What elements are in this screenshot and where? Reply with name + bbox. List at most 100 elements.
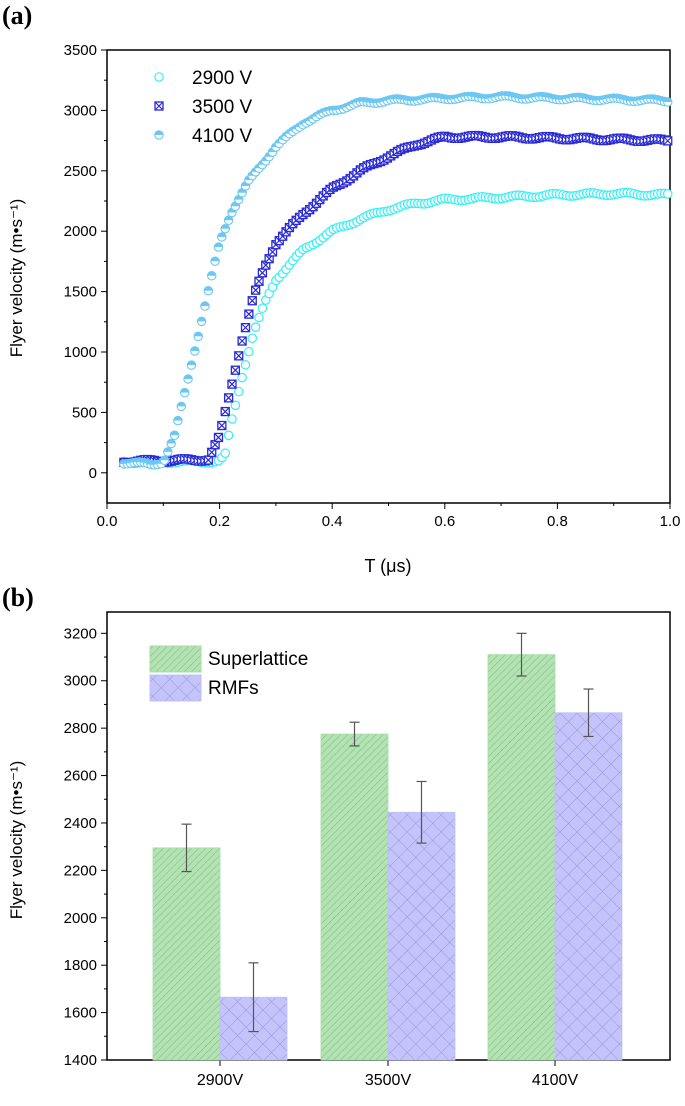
data-point [240,360,251,370]
data-point [166,438,176,449]
data-point-cross [214,433,223,442]
data-point-fill [180,388,189,393]
data-point [196,316,207,327]
data-point [217,232,227,242]
bar-superlattice-3500V [320,733,389,1061]
data-point-fill [214,242,223,248]
data-point-cross [203,455,213,465]
data-point-fill [163,447,173,452]
bar-rmfs-4100V [554,712,623,1061]
data-point-cross [257,268,267,278]
data-point [247,333,258,344]
legend-item: 2900 V [154,68,253,89]
data-point [217,420,227,431]
y-tick-label: 1400 [64,1052,97,1069]
data-point [230,365,241,375]
data-point [227,414,237,424]
data-point [234,351,244,361]
data-point [237,336,247,346]
data-point [237,372,247,383]
data-point [244,309,254,319]
data-point [662,189,673,199]
x-tick-label: 1.0 [660,513,681,530]
y-tick-label: 3200 [64,625,97,642]
data-point [257,268,268,278]
x-tick-label: 0.2 [209,513,230,530]
data-point-fill [187,360,196,366]
legend-item: 4100 V [154,126,253,147]
x-tick-label: 3500V [365,1072,412,1089]
data-point [207,447,217,457]
data-point-fill [210,256,220,262]
data-point-fill [194,332,203,337]
data-point-fill [663,97,672,103]
error-bar [583,688,594,738]
legend-label: 2900 V [192,68,253,89]
y-tick-label: 1000 [64,344,97,361]
panel-b-ylabel: Flyer velocity (m•s⁻¹) [7,761,26,919]
data-point-fill [160,456,169,461]
data-point-cross [227,379,237,389]
data-point [200,301,210,311]
data-point-cross [241,323,250,333]
x-tick-label: 4100V [532,1072,579,1089]
legend-item: 3500 V [154,97,253,118]
data-point [240,322,251,333]
y-tick-label: 2200 [64,862,97,879]
data-point [244,346,254,357]
data-point-cross [207,447,217,457]
data-point [173,415,183,426]
x-tick-label: 0.6 [434,513,455,530]
y-tick-label: 1500 [64,284,97,301]
y-tick-label: 1800 [64,957,97,974]
data-point [163,447,173,457]
data-point [223,215,234,226]
data-point-cross [237,336,247,346]
y-tick-label: 2000 [64,223,97,240]
data-point-cross [154,101,164,111]
panel-a-xlabel: T (μs) [364,556,411,576]
data-point-cross [217,421,227,430]
x-tick-label: 2900V [197,1072,244,1089]
legend-label: Superlattice [208,649,308,670]
error-bar [248,962,259,1033]
data-point-cross [247,296,257,306]
data-point [223,393,234,403]
data-point-fill [173,416,183,421]
x-tick-label: 0.0 [97,513,118,530]
y-tick-label: 3000 [64,102,97,119]
data-point [254,276,264,286]
data-point [220,406,230,417]
data-point [233,386,244,397]
y-tick-label: 3500 [64,42,97,59]
data-point-cross [230,365,240,375]
data-point-fill [170,431,179,436]
series-3500v [119,130,673,468]
data-point-cross [251,285,261,295]
y-tick-label: 2800 [64,720,97,737]
data-point [203,286,214,296]
data-point [213,242,224,252]
data-point [223,430,234,441]
error-bar [349,721,360,747]
data-point [154,72,164,82]
data-point-cross [220,407,230,416]
data-point-cross [234,351,244,361]
data-point-fill [197,317,206,322]
data-point-fill [207,271,216,276]
data-point [154,130,164,140]
x-tick-label: 0.4 [322,513,343,530]
data-point-fill [166,439,176,444]
data-point-cross [244,309,254,319]
data-point [210,256,220,266]
y-tick-label: 1600 [64,1005,97,1022]
data-point [179,387,190,398]
data-point-fill [217,232,227,237]
error-bar [516,632,527,677]
data-point-cross [254,276,264,286]
data-point-fill [190,346,200,352]
data-point [220,223,230,234]
data-point [159,455,170,466]
data-point [227,379,237,389]
